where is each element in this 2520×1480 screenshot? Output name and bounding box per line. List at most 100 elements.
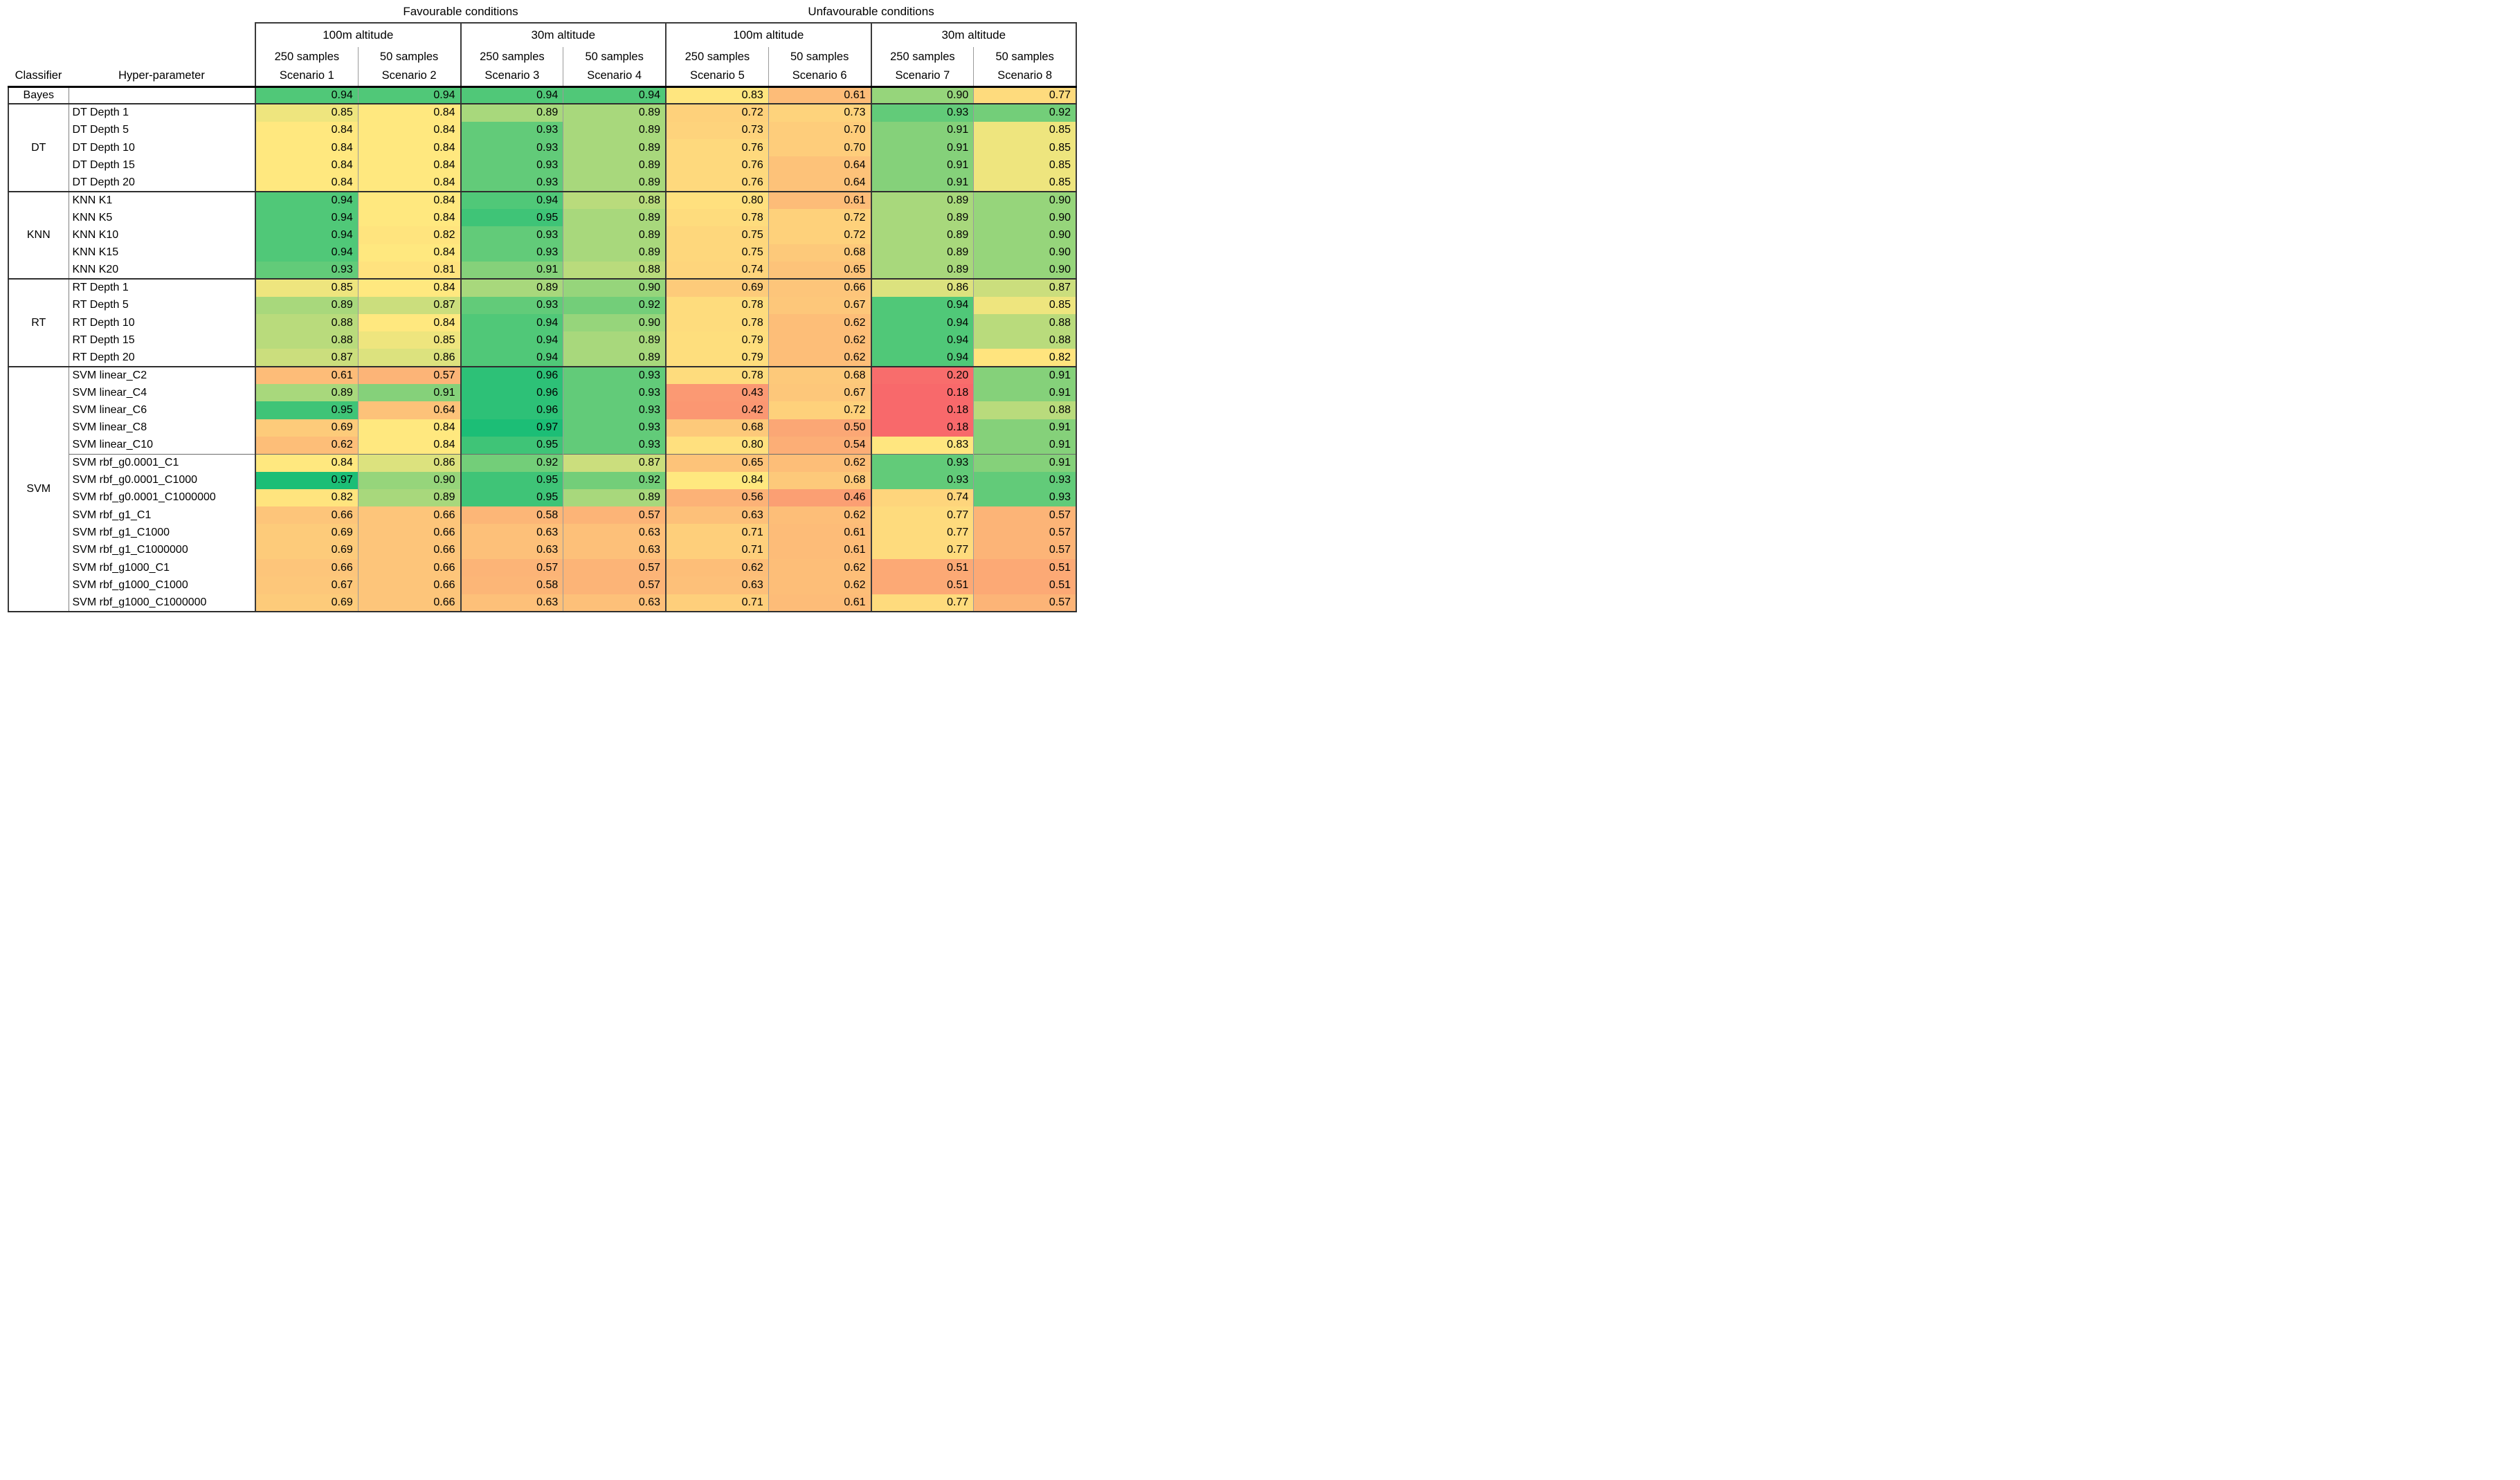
value-cell: 0.62	[768, 331, 871, 349]
hyperparameter-cell: SVM rbf_g1000_C1000000	[68, 594, 255, 612]
altitude-header-row: 100m altitude 30m altitude 100m altitude…	[8, 22, 1078, 47]
value-cell: 0.90	[870, 86, 974, 105]
value-cell: 0.89	[254, 384, 359, 402]
table-row: RT Depth 5 0.89 0.87 0.93 0.92 0.78 0.67 0.94 0.…	[8, 296, 1078, 314]
scenario-header-row: Classifier Hyper-parameter Scenario 1 Sc…	[8, 66, 1078, 88]
value-cell: 0.91	[460, 261, 563, 280]
table-row: SVM rbf_g0.0001_C1000 0.97 0.90 0.95 0.92 0.8…	[8, 471, 1078, 489]
table-row: SVM SVM linear_C2 0.61 0.57 0.96 0.93 0.78 0.68…	[8, 366, 1078, 612]
samples-header: 50 samples	[768, 47, 871, 66]
value-cell: 0.58	[460, 506, 563, 524]
samples-header-row: 250 samples 50 samples 250 samples 50 sa…	[8, 47, 1078, 66]
value-cell: 0.93	[870, 104, 974, 122]
spacer-cell	[8, 23, 255, 47]
value-cell: 0.61	[768, 541, 871, 560]
value-cell: 0.67	[768, 384, 871, 402]
value-cell: 0.88	[563, 261, 667, 280]
value-cell: 0.94	[870, 331, 974, 349]
value-cell: 0.79	[665, 331, 769, 349]
value-cell: 0.56	[665, 488, 769, 507]
value-cell: 0.96	[460, 384, 563, 402]
value-cell: 0.77	[870, 524, 974, 542]
value-cell: 0.66	[357, 594, 461, 612]
scenario-header: Scenario 7	[870, 66, 974, 88]
value-cell: 0.68	[665, 419, 769, 437]
value-cell: 0.91	[357, 384, 461, 402]
value-cell: 0.71	[665, 541, 769, 560]
scenario-header: Scenario 4	[563, 66, 667, 88]
value-cell: 0.51	[870, 576, 974, 594]
value-cell: 0.84	[254, 174, 359, 192]
value-cell: 0.75	[665, 244, 769, 262]
value-cell: 0.63	[460, 524, 563, 542]
value-cell: 0.63	[563, 594, 667, 612]
value-cell: 0.94	[357, 86, 461, 105]
value-cell: 0.91	[870, 121, 974, 139]
value-cell: 0.82	[973, 349, 1078, 367]
value-cell: 0.62	[768, 313, 871, 332]
value-cell: 0.91	[973, 436, 1078, 455]
value-cell: 0.93	[563, 436, 667, 455]
value-cell: 0.62	[768, 453, 871, 472]
value-cell: 0.84	[357, 419, 461, 437]
table-row: KNN K5 0.94 0.84 0.95 0.89 0.78 0.72 0.89 0.90	[8, 209, 1078, 227]
value-cell: 0.94	[870, 313, 974, 332]
value-cell: 0.84	[254, 453, 359, 472]
value-cell: 0.63	[665, 506, 769, 524]
value-cell: 0.90	[973, 261, 1078, 280]
value-cell: 0.89	[870, 209, 974, 227]
value-cell: 0.64	[768, 156, 871, 174]
scenario-header: Scenario 5	[665, 66, 769, 88]
value-cell: 0.90	[973, 226, 1078, 244]
value-cell: 0.78	[665, 209, 769, 227]
table-row: DT Depth 20 0.84 0.84 0.93 0.89 0.76 0.64 0.91 0…	[8, 174, 1078, 192]
value-cell: 0.95	[460, 209, 563, 227]
value-cell: 0.62	[768, 576, 871, 594]
value-cell: 0.51	[973, 559, 1078, 577]
table-row: SVM rbf_g1_C1000000 0.69 0.66 0.63 0.63 0.71 0…	[8, 541, 1078, 560]
value-cell: 0.18	[870, 419, 974, 437]
value-cell: 0.84	[357, 244, 461, 262]
value-cell: 0.89	[870, 261, 974, 280]
samples-header: 250 samples	[254, 47, 359, 66]
value-cell: 0.90	[563, 279, 667, 297]
value-cell: 0.73	[665, 121, 769, 139]
hyperparameter-cell: DT Depth 20	[68, 174, 255, 192]
value-cell: 0.42	[665, 401, 769, 419]
value-cell: 0.91	[973, 366, 1078, 385]
hyperparameter-cell: SVM rbf_g0.0001_C1	[68, 453, 255, 472]
value-cell: 0.63	[460, 541, 563, 560]
table-row: Bayes 0.94 0.94 0.94 0.94 0.83 0.61 0.90 0.77	[8, 86, 1078, 105]
table-row: SVM linear_C6 0.95 0.64 0.96 0.93 0.42 0.72 0.1…	[8, 401, 1078, 419]
classifier-cell: RT	[8, 279, 69, 367]
value-cell: 0.94	[460, 86, 563, 105]
value-cell: 0.72	[768, 401, 871, 419]
value-cell: 0.89	[870, 226, 974, 244]
value-cell: 0.85	[254, 279, 359, 297]
value-cell: 0.62	[254, 436, 359, 455]
value-cell: 0.66	[357, 576, 461, 594]
value-cell: 0.69	[254, 524, 359, 542]
value-cell: 0.20	[870, 366, 974, 385]
value-cell: 0.57	[973, 506, 1078, 524]
value-cell: 0.94	[563, 86, 667, 105]
value-cell: 0.94	[254, 226, 359, 244]
value-cell: 0.61	[768, 524, 871, 542]
value-cell: 0.80	[665, 191, 769, 210]
value-cell: 0.87	[973, 279, 1078, 297]
value-cell: 0.97	[460, 419, 563, 437]
value-cell: 0.80	[665, 436, 769, 455]
value-cell: 0.71	[665, 594, 769, 612]
hyperparameter-cell	[68, 86, 255, 105]
value-cell: 0.92	[973, 104, 1078, 122]
value-cell: 0.82	[254, 488, 359, 507]
hyperparameter-cell: KNN K5	[68, 209, 255, 227]
value-cell: 0.64	[768, 174, 871, 192]
value-cell: 0.68	[768, 366, 871, 385]
value-cell: 0.84	[357, 138, 461, 157]
hyperparameter-cell: RT Depth 20	[68, 349, 255, 367]
value-cell: 0.92	[460, 453, 563, 472]
value-cell: 0.88	[973, 331, 1078, 349]
value-cell: 0.68	[768, 244, 871, 262]
value-cell: 0.76	[665, 138, 769, 157]
